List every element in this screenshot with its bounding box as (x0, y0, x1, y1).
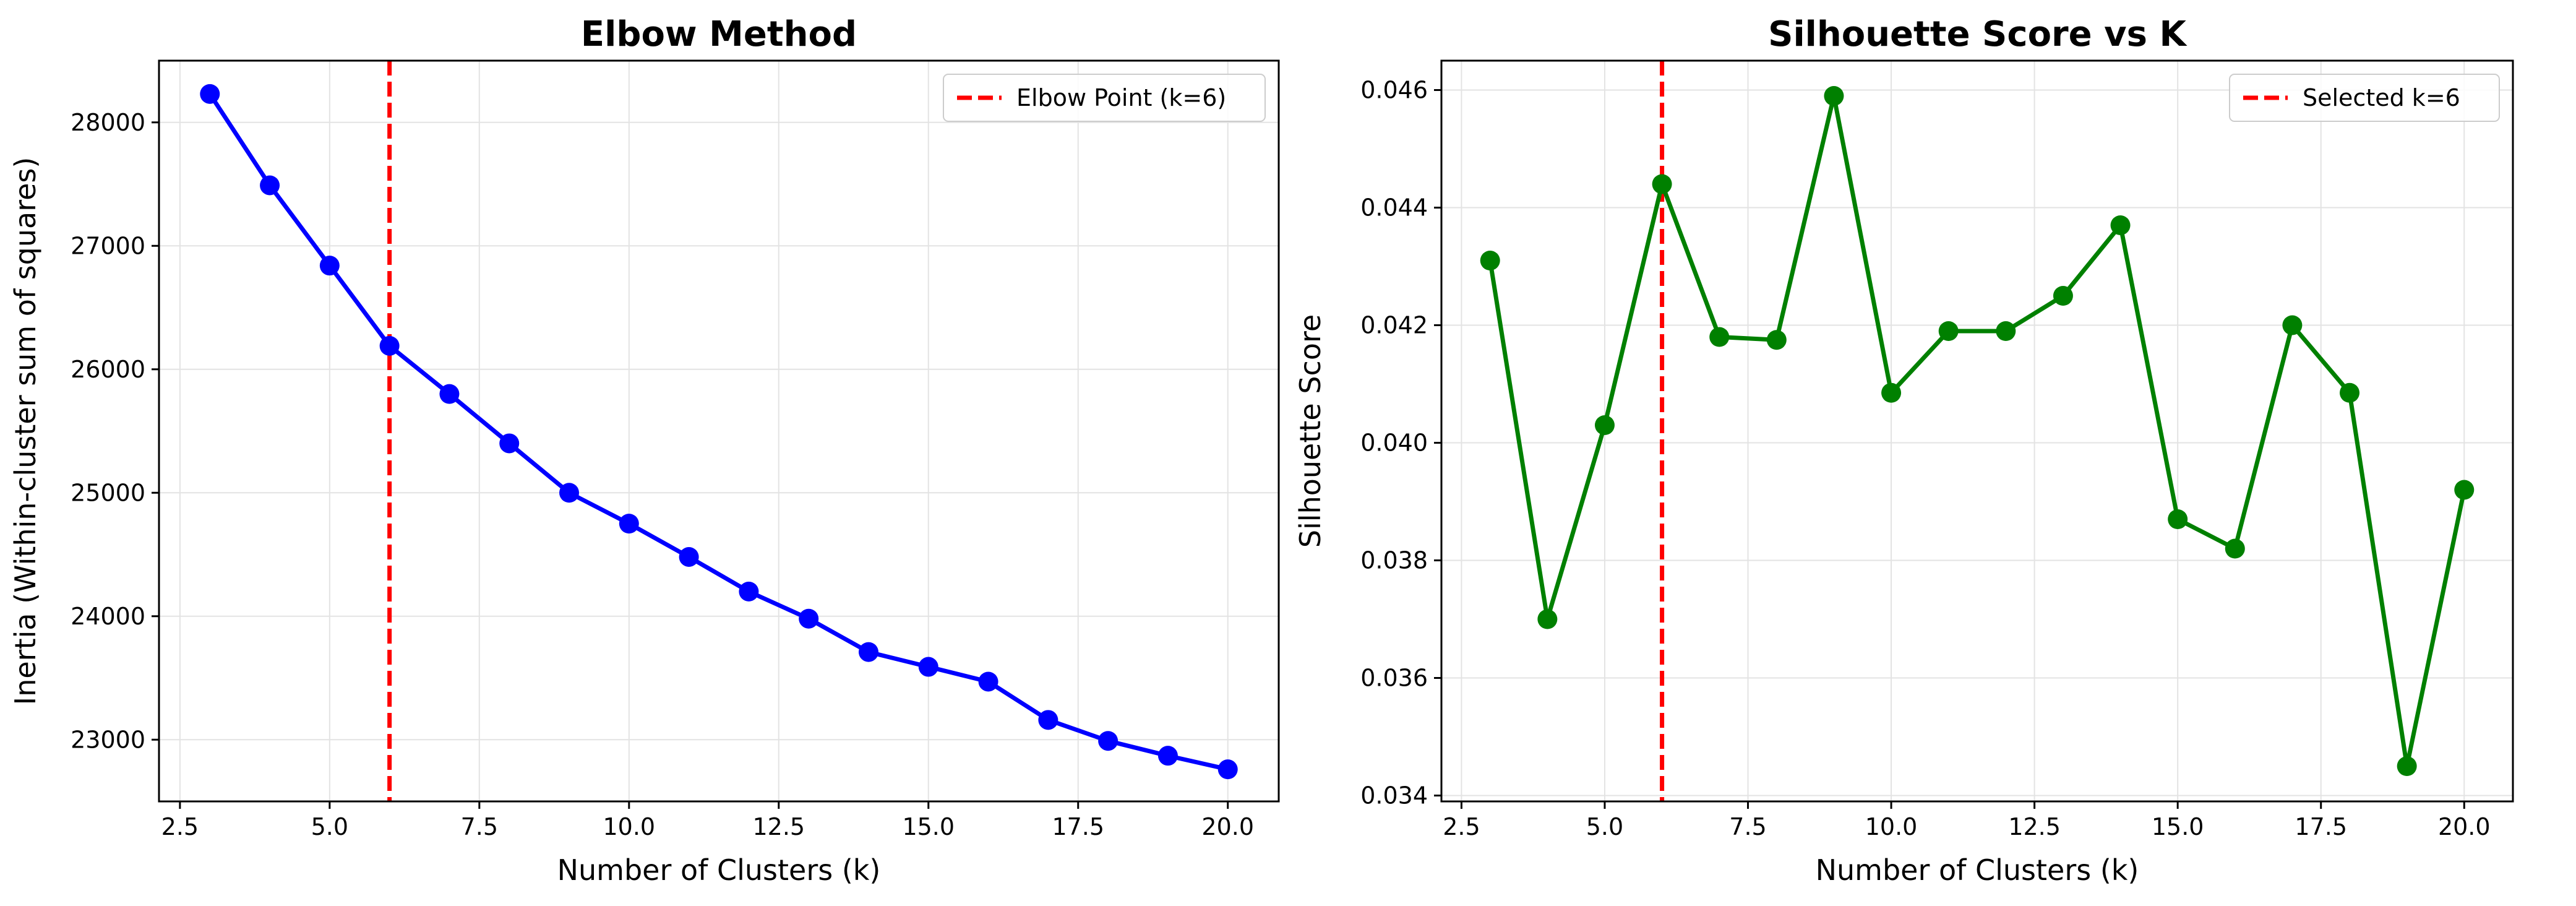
data-point (200, 84, 220, 104)
y-tick-label: 0.034 (1360, 782, 1428, 809)
data-point (379, 335, 400, 356)
y-tick-label: 0.044 (1360, 194, 1428, 222)
series-line (208, 92, 1229, 772)
elbow-chart-panel: 2.5 5.0 7.5 10.0 12.5 15.0 17.5 20.0 23000 24000 2… (9, 14, 1280, 887)
y-tick-label: 23000 (71, 726, 145, 753)
data-point (978, 671, 998, 692)
data-point (1217, 759, 1238, 780)
legend-box (943, 74, 1266, 122)
data-point (739, 581, 759, 602)
x-tick-label: 15.0 (902, 813, 955, 840)
data-point (679, 546, 699, 567)
data-point (1938, 321, 1959, 341)
x-axis-label: Number of Clusters (k) (557, 853, 881, 887)
x-tick-label: 5.0 (311, 813, 348, 840)
data-point (559, 483, 580, 503)
x-tick-label: 5.0 (1586, 813, 1623, 840)
x-tick-label: 2.5 (161, 813, 199, 840)
y-tick-label: 0.046 (1360, 77, 1428, 104)
data-point (1709, 327, 1730, 347)
data-point (1157, 746, 1178, 766)
data-point (1766, 330, 1787, 350)
legend-box (2229, 74, 2500, 122)
y-tick-label: 0.042 (1360, 312, 1428, 339)
data-point (439, 384, 460, 404)
data-point (260, 175, 280, 196)
axes-frame (158, 59, 1280, 803)
y-tick-label: 27000 (71, 232, 145, 259)
data-point (1652, 174, 1672, 194)
legend: Selected k=6 (2229, 74, 2500, 122)
data-point (918, 657, 938, 677)
data-point (1537, 609, 1558, 629)
y-tick-label: 0.036 (1360, 665, 1428, 692)
data-point (1098, 731, 1118, 751)
silhouette-chart-panel: 2.5 5.0 7.5 10.0 12.5 15.0 17.5 20.0 0.034 0.036 0… (1294, 14, 2514, 887)
x-tick-label: 17.5 (2295, 813, 2347, 840)
y-tick-label: 0.038 (1360, 547, 1428, 574)
x-tick-label: 12.5 (752, 813, 805, 840)
legend-label: Selected k=6 (2303, 84, 2460, 111)
data-point (1038, 710, 1058, 730)
series-line (1488, 93, 2467, 769)
data-point (319, 256, 340, 276)
x-tick-label: 17.5 (1052, 813, 1104, 840)
y-tick-label: 0.040 (1360, 429, 1428, 457)
data-point (1480, 251, 1500, 270)
y-axis-label: Silhouette Score (1294, 314, 1327, 548)
x-tick-label: 20.0 (1201, 813, 1254, 840)
x-tick-label: 10.0 (1865, 813, 1918, 840)
data-point (1594, 415, 1615, 435)
x-tick-label: 2.5 (1443, 813, 1480, 840)
chart-title: Elbow Method (581, 14, 857, 54)
data-point (1824, 86, 1844, 106)
data-point (2053, 286, 2073, 306)
x-tick-label: 7.5 (1729, 813, 1766, 840)
y-tick-label: 26000 (71, 356, 145, 383)
y-tick-label: 25000 (71, 479, 145, 506)
data-point (2168, 509, 2188, 529)
x-tick-label: 12.5 (2008, 813, 2061, 840)
data-point (2110, 215, 2131, 235)
axes-frame (1440, 59, 2514, 803)
y-tick-label: 24000 (71, 603, 145, 630)
data-point (1881, 382, 1902, 403)
x-tick-label: 15.0 (2152, 813, 2204, 840)
chart-title: Silhouette Score vs K (1768, 14, 2187, 54)
legend: Elbow Point (k=6) (943, 74, 1266, 122)
data-point (499, 433, 520, 454)
data-point (619, 514, 639, 534)
legend-label: Elbow Point (k=6) (1016, 84, 1226, 111)
x-tick-label: 10.0 (603, 813, 656, 840)
data-point (858, 642, 878, 662)
data-point (2225, 538, 2245, 559)
data-point (2397, 756, 2417, 776)
x-tick-label: 20.0 (2438, 813, 2491, 840)
data-point (2282, 315, 2303, 335)
data-point (799, 608, 819, 629)
data-point (2454, 480, 2475, 500)
data-point (1996, 321, 2016, 341)
x-axis-label: Number of Clusters (k) (1816, 853, 2139, 887)
x-tick-label: 7.5 (461, 813, 498, 840)
y-tick-label: 28000 (71, 109, 145, 136)
y-axis-label: Inertia (Within-cluster sum of squares) (9, 157, 42, 705)
data-point (2340, 382, 2360, 403)
